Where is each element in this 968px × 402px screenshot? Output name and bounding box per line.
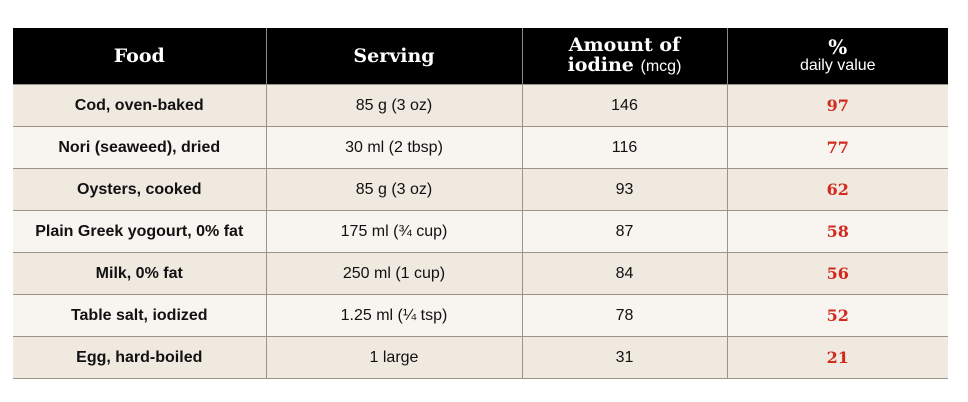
table-row: Egg, hard-boiled 1 large 31 21 — [13, 336, 948, 379]
cell-serving: 85 g (3 oz) — [265, 84, 522, 127]
cell-food: Table salt, iodized — [13, 294, 266, 337]
header-daily-value-label: daily value — [799, 57, 876, 74]
cell-daily-value: 62 — [726, 168, 948, 211]
cell-daily-value: 77 — [726, 126, 948, 169]
cell-iodine: 146 — [521, 84, 727, 127]
header-percent-symbol: % — [828, 35, 848, 59]
cell-daily-value: 58 — [726, 210, 948, 253]
cell-serving: 85 g (3 oz) — [265, 168, 522, 211]
cell-serving: 1 large — [265, 336, 522, 379]
header-amount-unit: (mcg) — [640, 58, 682, 75]
cell-daily-value: 21 — [726, 336, 948, 379]
cell-food: Egg, hard-boiled — [13, 336, 266, 379]
header-amount: Amount of iodine (mcg) — [521, 28, 727, 85]
cell-food: Milk, 0% fat — [13, 252, 266, 295]
cell-iodine: 31 — [521, 336, 727, 379]
cell-iodine: 116 — [521, 126, 727, 169]
iodine-table: Food Serving Amount of iodine (mcg) % da… — [13, 28, 948, 379]
cell-serving: 1.25 ml (¼ tsp) — [265, 294, 522, 337]
cell-food: Oysters, cooked — [13, 168, 266, 211]
cell-daily-value: 97 — [726, 84, 948, 127]
header-amount-line1: Amount of — [568, 34, 681, 56]
header-row: Food Serving Amount of iodine (mcg) % da… — [13, 28, 948, 85]
table-row: Table salt, iodized 1.25 ml (¼ tsp) 78 5… — [13, 294, 948, 337]
cell-serving: 250 ml (1 cup) — [265, 252, 522, 295]
cell-daily-value: 52 — [726, 294, 948, 337]
cell-iodine: 78 — [521, 294, 727, 337]
cell-food: Cod, oven-baked — [13, 84, 266, 127]
table-row: Milk, 0% fat 250 ml (1 cup) 84 56 — [13, 252, 948, 295]
table-body: Cod, oven-baked 85 g (3 oz) 146 97 Nori … — [13, 84, 948, 379]
cell-food: Plain Greek yogourt, 0% fat — [13, 210, 266, 253]
header-amount-iodine: iodine — [567, 54, 634, 76]
cell-food: Nori (seaweed), dried — [13, 126, 266, 169]
header-food: Food — [13, 28, 266, 85]
cell-iodine: 84 — [521, 252, 727, 295]
table-row: Plain Greek yogourt, 0% fat 175 ml (¾ cu… — [13, 210, 948, 253]
cell-iodine: 87 — [521, 210, 727, 253]
cell-daily-value: 56 — [726, 252, 948, 295]
table-row: Cod, oven-baked 85 g (3 oz) 146 97 — [13, 84, 948, 127]
table-row: Nori (seaweed), dried 30 ml (2 tbsp) 116… — [13, 126, 948, 169]
table-row: Oysters, cooked 85 g (3 oz) 93 62 — [13, 168, 948, 211]
cell-serving: 175 ml (¾ cup) — [265, 210, 522, 253]
table-header: Food Serving Amount of iodine (mcg) % da… — [13, 28, 948, 85]
header-daily-value: % daily value — [726, 28, 948, 85]
cell-iodine: 93 — [521, 168, 727, 211]
header-serving: Serving — [265, 28, 522, 85]
iodine-table-container: Food Serving Amount of iodine (mcg) % da… — [13, 28, 948, 379]
cell-serving: 30 ml (2 tbsp) — [265, 126, 522, 169]
